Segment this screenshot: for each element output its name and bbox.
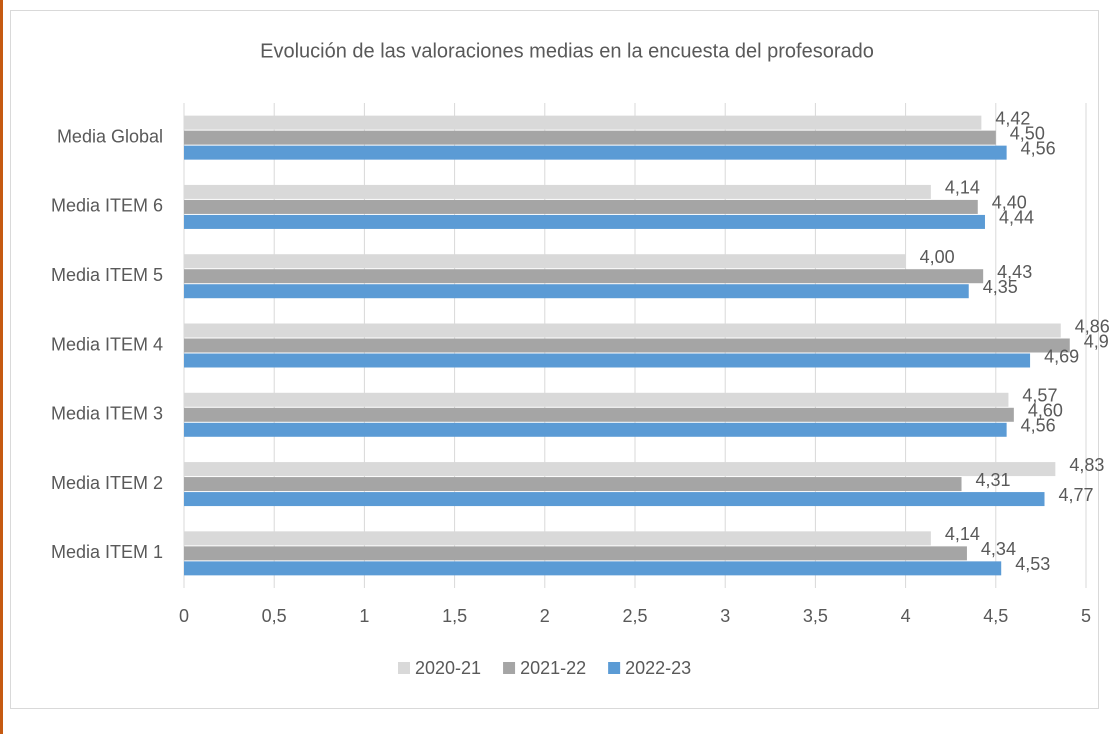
legend-swatch (608, 662, 621, 674)
data-label: 4,44 (999, 208, 1034, 228)
y-tick-label: Media ITEM 4 (51, 334, 163, 354)
bar (184, 407, 1014, 422)
data-label: 4,69 (1044, 346, 1079, 366)
x-tick-label: 4,5 (983, 606, 1008, 626)
bar (184, 492, 1045, 507)
legend-swatch (503, 662, 516, 674)
data-label: 4,40 (992, 193, 1027, 213)
legend-label: 2020-21 (415, 658, 481, 678)
bar (184, 199, 978, 214)
x-tick-label: 4 (901, 606, 911, 626)
data-label: 4,86 (1075, 316, 1110, 336)
bar (184, 184, 931, 199)
data-label: 4,43 (997, 262, 1032, 282)
bar (184, 392, 1009, 407)
legend-label: 2021-22 (520, 658, 586, 678)
y-tick-label: Media ITEM 6 (51, 196, 163, 216)
data-label: 4,34 (981, 539, 1016, 559)
bar (184, 145, 1007, 160)
data-label: 4,14 (945, 178, 980, 198)
bar (184, 422, 1007, 437)
bar (184, 323, 1061, 338)
chart-title: Evolución de las valoraciones medias en … (260, 40, 874, 62)
data-label: 4,77 (1059, 485, 1094, 505)
legend-label: 2022-23 (625, 658, 691, 678)
x-tick-label: 5 (1081, 606, 1091, 626)
x-tick-label: 2 (540, 606, 550, 626)
y-tick-label: Media ITEM 1 (51, 542, 163, 562)
data-label: 4,53 (1015, 554, 1050, 574)
data-label: 4,56 (1021, 416, 1056, 436)
bar (184, 531, 931, 546)
x-tick-label: 1,5 (442, 606, 467, 626)
y-tick-label: Media Global (57, 126, 163, 146)
x-tick-label: 2,5 (622, 606, 647, 626)
chart-border (10, 10, 1099, 709)
bar (184, 477, 962, 492)
bar (184, 462, 1056, 477)
x-tick-label: 0 (179, 606, 189, 626)
bar (184, 353, 1031, 368)
data-label: 4,14 (945, 524, 980, 544)
data-label: 4,57 (1022, 386, 1057, 406)
bar (184, 284, 969, 299)
bar (184, 561, 1002, 576)
x-tick-label: 0,5 (262, 606, 287, 626)
data-label: 4,91 (1084, 331, 1110, 351)
legend-swatch (398, 662, 410, 674)
data-label: 4,42 (995, 108, 1030, 128)
y-tick-label: Media ITEM 3 (51, 404, 163, 424)
bar (184, 254, 906, 269)
data-label: 4,60 (1028, 401, 1063, 421)
bar (184, 214, 985, 229)
x-tick-label: 3 (720, 606, 730, 626)
bar (184, 115, 982, 130)
data-label: 4,83 (1069, 455, 1104, 475)
data-label: 4,56 (1021, 138, 1056, 158)
left-edge (0, 0, 3, 734)
x-tick-label: 3,5 (803, 606, 828, 626)
bar (184, 546, 967, 561)
bar (184, 338, 1070, 353)
data-label: 4,31 (976, 470, 1011, 490)
data-label: 4,00 (920, 247, 955, 267)
bar (184, 269, 984, 284)
data-label: 4,50 (1010, 123, 1045, 143)
y-tick-label: Media ITEM 2 (51, 473, 163, 493)
bar (184, 130, 996, 145)
x-tick-label: 1 (359, 606, 369, 626)
data-label: 4,35 (983, 277, 1018, 297)
y-tick-label: Media ITEM 5 (51, 265, 163, 285)
